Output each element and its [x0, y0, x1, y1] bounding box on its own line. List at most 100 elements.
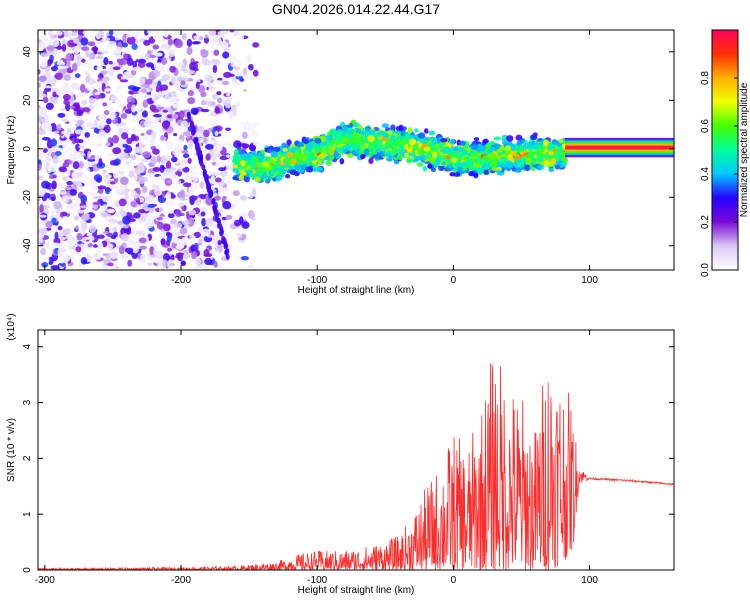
snr-series — [38, 363, 674, 570]
heatmap-cell — [290, 146, 297, 153]
heatmap-cell — [416, 162, 424, 167]
heatmap-cell — [435, 157, 441, 164]
heatmap-cell — [63, 228, 71, 235]
heatmap-cell — [548, 167, 555, 173]
heatmap-cell — [62, 256, 70, 264]
heatmap-cell — [403, 143, 409, 150]
heatmap-cell — [182, 131, 189, 136]
heatmap-cell — [126, 57, 134, 66]
heatmap-cell — [74, 129, 84, 135]
heatmap-cell — [109, 30, 114, 36]
heatmap-cell — [147, 262, 153, 267]
heatmap-cell — [190, 244, 198, 252]
heatmap-cell — [317, 159, 323, 166]
heatmap-cell — [137, 229, 145, 237]
heatmap-cell — [197, 125, 205, 134]
heatmap-cell — [180, 80, 186, 86]
heatmap-cell — [165, 57, 172, 61]
heatmap-cell — [192, 176, 199, 182]
heatmap-cell — [115, 85, 121, 93]
heatmap-cell — [456, 162, 464, 168]
heatmap-cell — [103, 57, 109, 66]
heatmap-cell — [57, 225, 63, 231]
snr-ytick-label: 3 — [22, 399, 33, 405]
heatmap-cell — [198, 239, 203, 243]
heatmap-cell — [121, 132, 129, 140]
heatmap-cell — [132, 86, 140, 92]
heatmap-cell — [367, 143, 373, 151]
heatmap-cell — [525, 157, 532, 165]
heatmap-cell — [504, 145, 512, 152]
heatmap-cell — [448, 163, 454, 169]
heatmap-cell — [144, 222, 154, 229]
heatmap-cell — [156, 258, 164, 266]
heatmap-cell — [167, 247, 172, 252]
heatmap-cell — [218, 190, 224, 195]
heatmap-cell — [368, 129, 376, 134]
heatmap-cell — [191, 251, 197, 260]
heatmap-cell — [160, 84, 169, 91]
heatmap-cell — [207, 100, 216, 107]
heatmap-cell — [120, 75, 127, 80]
heatmap-cell — [285, 174, 291, 179]
heatmap-cell — [163, 90, 170, 96]
heatmap-cell — [120, 233, 129, 242]
heatmap-cell — [250, 130, 259, 138]
heatmap-cell — [163, 30, 169, 38]
heatmap-cell — [44, 85, 53, 89]
heatmap-cell — [217, 239, 222, 246]
heatmap-cell — [186, 38, 193, 48]
heatmap-cell — [188, 165, 197, 170]
heatmap-cell — [449, 172, 456, 177]
heatmap-cell — [38, 108, 43, 115]
heatmap-cell — [234, 255, 243, 260]
snr-xlabel: Height of straight line (km) — [298, 585, 415, 596]
heatmap-cell — [186, 204, 193, 210]
heatmap-cell — [64, 186, 73, 191]
heatmap-cell — [63, 74, 71, 82]
heatmap-cell — [212, 237, 219, 246]
heatmap-cell — [294, 164, 301, 171]
heatmap-cell — [65, 234, 74, 240]
heatmap-cell — [201, 99, 207, 106]
heatmap-cell — [159, 232, 166, 241]
heatmap-cell — [133, 135, 140, 142]
heatmap-cell — [155, 84, 161, 91]
heatmap-cell — [241, 131, 248, 140]
heatmap-cell — [56, 45, 62, 51]
heatmap-cell — [188, 209, 197, 216]
heatmap-cell — [82, 30, 89, 35]
snr-scale-label: (x10⁴) — [6, 313, 17, 340]
heatmap-cell — [238, 120, 246, 128]
heatmap-cell — [80, 80, 88, 85]
heatmap-cell — [199, 160, 204, 167]
heatmap-cell — [471, 144, 479, 150]
heatmap-cell — [162, 259, 168, 268]
heatmap-cell — [167, 209, 175, 214]
heatmap-cell — [346, 153, 354, 158]
heatmap-cell — [214, 177, 222, 183]
heatmap-cell — [235, 232, 243, 239]
heatmap-cell — [187, 90, 194, 97]
heatmap-cell — [74, 225, 80, 231]
heatmap-cell — [130, 200, 137, 207]
heatmap-cell — [205, 197, 214, 206]
heatmap-cell — [169, 65, 176, 73]
heatmap-cell — [126, 36, 136, 45]
heatmap-cell — [49, 188, 55, 192]
heatmap-cell — [146, 172, 155, 178]
heatmap-cell — [152, 113, 162, 118]
heatmap-cell — [126, 95, 135, 105]
heatmap-cell — [241, 221, 250, 229]
heatmap-cell — [183, 144, 188, 151]
heatmap-cell — [125, 161, 130, 166]
heatmap-cell — [368, 157, 374, 165]
heatmap-cell — [400, 135, 405, 141]
heatmap-cell — [129, 82, 136, 86]
heatmap-cell — [194, 137, 199, 144]
colorbar-tick-label: 0.0 — [700, 263, 711, 277]
heatmap-cell — [266, 149, 273, 154]
heatmap-cell — [289, 169, 297, 176]
heatmap-cell — [229, 30, 235, 33]
heatmap-cell — [141, 88, 147, 93]
